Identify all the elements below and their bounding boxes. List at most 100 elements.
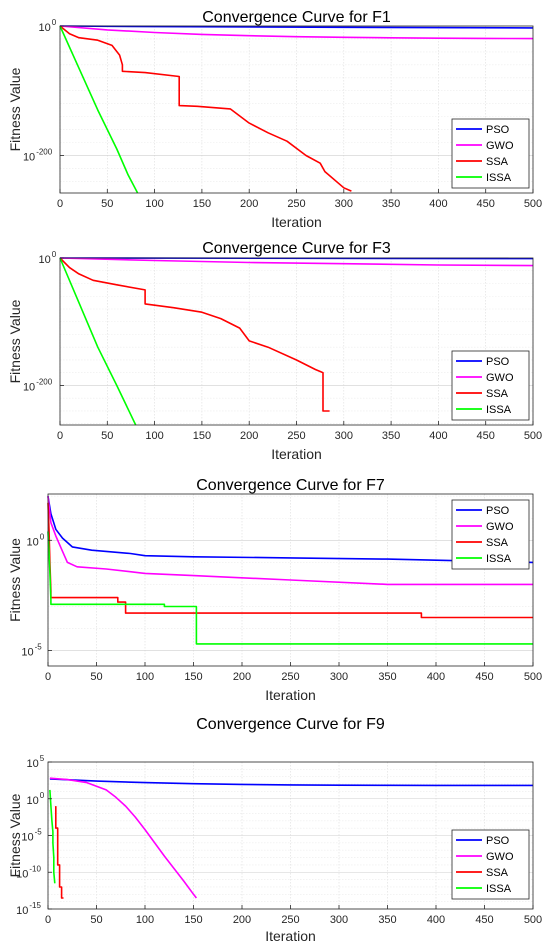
legend-label-pso: PSO — [486, 505, 510, 517]
y-tick-label-exponent: 0 — [52, 18, 57, 27]
x-tick-label: 500 — [524, 430, 542, 442]
x-tick-label: 200 — [233, 914, 251, 926]
legend: PSO GWO SSA ISSA — [451, 350, 530, 421]
y-axis-label: Fitness Value — [7, 793, 23, 877]
x-tick-label: 50 — [101, 198, 113, 210]
y-tick-label: 10 — [27, 758, 39, 770]
x-tick-label: 200 — [240, 430, 258, 442]
y-tick-label-exponent: 0 — [40, 791, 45, 800]
y-tick-label: 10 — [21, 832, 33, 844]
series-line-ssa — [54, 806, 64, 899]
legend-label-pso: PSO — [486, 835, 510, 847]
x-tick-label: 100 — [145, 430, 163, 442]
legend-label-issa: ISSA — [486, 404, 512, 416]
x-tick-label: 0 — [45, 671, 51, 683]
legend-label-ssa: SSA — [486, 537, 509, 549]
x-tick-label: 50 — [90, 914, 102, 926]
y-tick-label-exponent: -200 — [36, 377, 53, 386]
x-tick-label: 150 — [193, 198, 211, 210]
legend-label-ssa: SSA — [486, 156, 509, 168]
x-tick-label: 0 — [57, 430, 63, 442]
x-tick-label: 450 — [477, 198, 495, 210]
series-line-gwo — [47, 496, 533, 586]
x-tick-label: 400 — [427, 671, 445, 683]
x-tick-label: 300 — [330, 914, 348, 926]
x-tick-label: 400 — [429, 430, 447, 442]
y-tick-label-exponent: -10 — [29, 864, 41, 873]
x-axis-label: Iteration — [265, 928, 316, 944]
y-tick-label-exponent: 5 — [40, 754, 45, 763]
x-tick-label: 300 — [335, 430, 353, 442]
x-tick-label: 450 — [475, 671, 493, 683]
x-tick-label: 200 — [240, 198, 258, 210]
y-tick-label: 10 — [27, 536, 39, 548]
chart-title: Convergence Curve for F9 — [196, 716, 385, 733]
x-tick-label: 400 — [427, 914, 445, 926]
legend-label-gwo: GWO — [486, 372, 514, 384]
y-tick-label: 10 — [39, 22, 51, 34]
y-tick-label: 10 — [16, 905, 28, 917]
y-axis-label: Fitness Value — [7, 299, 23, 383]
y-tick-label-exponent: -5 — [35, 643, 43, 652]
x-tick-label: 250 — [287, 198, 305, 210]
series-line-issa — [59, 257, 137, 426]
x-tick-label: 350 — [382, 430, 400, 442]
legend: PSO GWO SSA ISSA — [451, 829, 530, 900]
x-tick-label: 350 — [378, 671, 396, 683]
y-tick-label: 10 — [27, 795, 39, 807]
y-tick-label: 10 — [23, 151, 35, 163]
series-line-pso — [49, 778, 533, 787]
chart-title: Convergence Curve for F7 — [196, 477, 385, 494]
series-line-pso — [47, 496, 534, 564]
x-tick-label: 200 — [233, 671, 251, 683]
x-tick-label: 50 — [90, 671, 102, 683]
x-tick-label: 100 — [136, 671, 154, 683]
legend-label-gwo: GWO — [486, 140, 514, 152]
y-tick-label-exponent: -200 — [36, 147, 53, 156]
x-tick-label: 500 — [524, 198, 542, 210]
legend-label-ssa: SSA — [486, 867, 509, 879]
series-line-gwo — [59, 25, 534, 40]
x-tick-label: 250 — [281, 671, 299, 683]
y-tick-label: 10 — [39, 254, 51, 266]
x-tick-label: 250 — [287, 430, 305, 442]
chart-title: Convergence Curve for F1 — [202, 9, 391, 26]
x-tick-label: 300 — [330, 671, 348, 683]
y-tick-label-exponent: 0 — [52, 250, 57, 259]
y-axis-label: Fitness Value — [7, 538, 23, 622]
y-tick-label: 10 — [16, 868, 28, 880]
x-tick-label: 150 — [184, 671, 202, 683]
x-tick-label: 250 — [281, 914, 299, 926]
legend-label-ssa: SSA — [486, 388, 509, 400]
series-line-ssa — [59, 257, 330, 412]
x-tick-label: 450 — [475, 914, 493, 926]
x-tick-label: 0 — [57, 198, 63, 210]
legend-label-gwo: GWO — [486, 521, 514, 533]
y-tick-label-exponent: -5 — [35, 828, 43, 837]
series-line-ssa — [59, 25, 352, 192]
x-tick-label: 100 — [145, 198, 163, 210]
x-axis-label: Iteration — [271, 214, 322, 230]
legend-label-pso: PSO — [486, 356, 510, 368]
series-line-gwo — [49, 777, 198, 899]
x-tick-label: 0 — [45, 914, 51, 926]
x-tick-label: 500 — [524, 914, 542, 926]
legend: PSO GWO SSA ISSA — [451, 499, 530, 570]
series-line-issa — [59, 25, 139, 194]
y-axis-label: Fitness Value — [7, 67, 23, 151]
x-tick-label: 150 — [184, 914, 202, 926]
x-axis-label: Iteration — [265, 687, 316, 703]
legend: PSO GWO SSA ISSA — [451, 118, 530, 189]
legend-label-issa: ISSA — [486, 553, 512, 565]
legend-label-issa: ISSA — [486, 883, 512, 895]
legend-label-gwo: GWO — [486, 851, 514, 863]
x-tick-label: 350 — [382, 198, 400, 210]
y-tick-label-exponent: -15 — [29, 901, 41, 910]
x-tick-label: 300 — [335, 198, 353, 210]
y-tick-label: 10 — [21, 647, 33, 659]
series-line-issa — [49, 789, 56, 884]
